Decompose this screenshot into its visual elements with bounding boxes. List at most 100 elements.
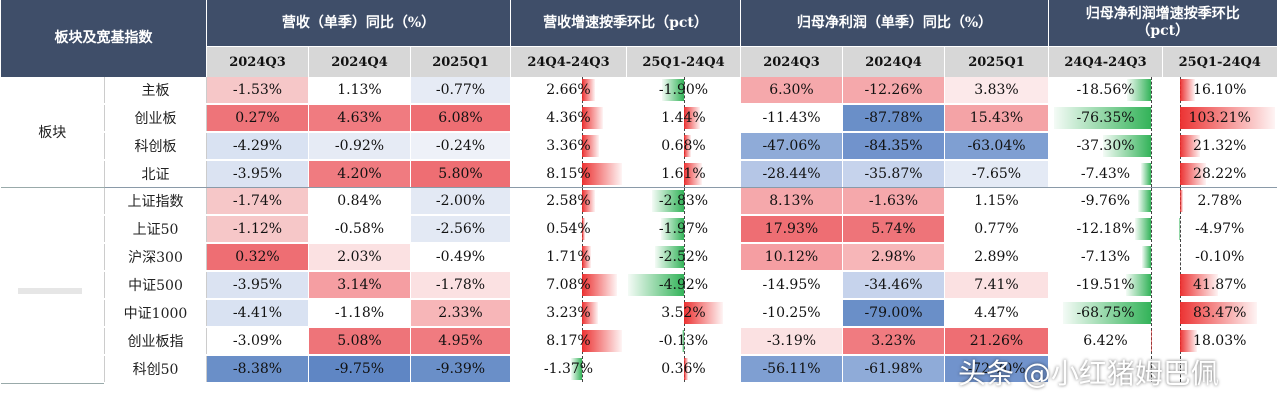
profit-yoy-cell: -10.25% [740, 299, 843, 328]
profit-yoy-cell: 0.77% [944, 215, 1049, 244]
period-header: 2024Q3 [740, 46, 843, 77]
revenue-yoy-cell: 0.27% [206, 104, 309, 133]
value-label: 0.54% [546, 221, 591, 237]
value-label: 8.15% [546, 166, 591, 182]
profit-yoy-cell: -61.98% [842, 355, 945, 384]
bar-cell: 0.54% [510, 215, 627, 244]
value-label: -1.97% [658, 221, 709, 237]
value-label: 2.78% [1197, 193, 1242, 209]
row-label: 创业板 [104, 104, 207, 133]
value-label: -4.97% [1195, 221, 1245, 237]
value-label: 4.36% [546, 110, 591, 126]
profit-yoy-cell: -12.26% [842, 77, 945, 105]
row-label: 上证50 [104, 215, 207, 244]
value-label: 21.32% [1193, 138, 1247, 154]
profit-yoy-cell: 17.93% [740, 215, 843, 244]
value-label: -7.43% [1080, 166, 1131, 182]
period-header: 2024Q4 [308, 46, 411, 77]
group-header-profit-qoq: 归母净利润增速按季环比（pct） [1048, 0, 1277, 47]
profit-yoy-cell: 10.12% [740, 243, 843, 272]
profit-yoy-cell: 5.74% [842, 215, 945, 244]
row-label: 沪深300 [104, 243, 207, 272]
revenue-yoy-cell: -4.29% [206, 132, 309, 161]
bar-cell: 3.36% [510, 132, 627, 161]
revenue-yoy-cell: -0.49% [410, 243, 511, 272]
profit-yoy-cell: 3.23% [842, 327, 945, 356]
table-body: 板块 主板 -1.53% 1.13% -0.77% 2.66% -1.90% 6.30% -12… [0, 77, 1277, 384]
value-label: -12.18% [1076, 221, 1135, 237]
bar-cell: -2.83% [626, 187, 741, 216]
revenue-yoy-cell: -3.95% [206, 160, 309, 188]
profit-yoy-cell: 7.41% [944, 271, 1049, 300]
negative-bar [1103, 135, 1151, 157]
group-label: 板块 [0, 77, 105, 188]
value-label: -37.30% [1076, 138, 1135, 154]
bar-cell: 41.87% [1162, 271, 1277, 300]
negative-bar [1053, 107, 1151, 129]
revenue-yoy-cell: -0.92% [308, 132, 411, 161]
positive-bar [683, 302, 724, 324]
positive-bar [582, 218, 585, 240]
row-label: 北证 [104, 160, 207, 188]
revenue-yoy-cell: -1.12% [206, 215, 309, 244]
table-row: 中证500 -3.95% 3.14% -1.78% 7.08% -4.92% -14.95%… [1, 271, 1277, 300]
diff-header: 25Q1-24Q4 [626, 46, 741, 77]
redacted-mark [18, 288, 82, 294]
period-header: 2025Q1 [944, 46, 1049, 77]
positive-bar [582, 274, 617, 296]
value-label: -9.76% [1080, 193, 1131, 209]
negative-bar [627, 274, 684, 296]
revenue-yoy-cell: -1.18% [308, 299, 411, 328]
bar-cell: 1.44% [626, 104, 741, 133]
bar-cell: -76.35% [1048, 104, 1163, 133]
profit-yoy-cell: -47.06% [740, 132, 843, 161]
value-label: 1.44% [661, 110, 706, 126]
value-label: 0.68% [661, 138, 706, 154]
bar-cell: 28.22% [1162, 160, 1277, 188]
profit-yoy-cell: -7.65% [944, 160, 1049, 188]
value-label: 2.66% [546, 82, 591, 98]
revenue-yoy-cell: -3.09% [206, 327, 309, 356]
earnings-table: 板块及宽基指数 营收（单季）同比（%） 营收增速按季环比（pct） 归母净利润（… [0, 0, 1277, 384]
profit-yoy-cell: -28.44% [740, 160, 843, 188]
positive-bar [683, 135, 692, 157]
zero-axis [683, 216, 685, 241]
bar-cell: 3.52% [626, 299, 741, 328]
bar-cell: 4.36% [510, 104, 627, 133]
negative-bar [1125, 274, 1151, 296]
negative-bar [1141, 163, 1151, 185]
profit-yoy-cell: 8.13% [740, 187, 843, 216]
period-header: 2024Q3 [206, 46, 309, 77]
revenue-yoy-cell: -0.58% [308, 215, 411, 244]
bar-cell: 6.42% [1048, 327, 1163, 356]
revenue-yoy-cell: -2.00% [410, 187, 511, 216]
value-label: -2.52% [658, 249, 709, 265]
bar-cell: -4.92% [626, 271, 741, 300]
positive-bar [1180, 302, 1257, 324]
table-row: 科创50 -8.38% -9.75% -9.39% -1.37% 0.36% -56.11%… [1, 355, 1277, 384]
profit-yoy-cell: -1.63% [842, 187, 945, 216]
bar-cell: -4.97% [1162, 215, 1277, 244]
row-label: 主板 [104, 77, 207, 105]
diff-header: 24Q4-24Q3 [1048, 46, 1163, 77]
bar-cell: 16.10% [1162, 77, 1277, 105]
bar-cell: -1.97% [626, 215, 741, 244]
bar-cell: -37.30% [1048, 132, 1163, 161]
negative-bar [1138, 190, 1151, 212]
profit-yoy-cell: -3.19% [740, 327, 843, 356]
watermark: 头条 @小红猪姆巴佩 [958, 357, 1219, 390]
zero-axis [683, 328, 685, 353]
bar-cell: -18.56% [1048, 77, 1163, 105]
value-label: -0.13% [658, 333, 709, 349]
profit-yoy-cell: -79.00% [842, 299, 945, 328]
row-label: 中证500 [104, 271, 207, 300]
bar-cell: 8.15% [510, 160, 627, 188]
negative-bar [1141, 246, 1151, 268]
corner-header: 板块及宽基指数 [0, 0, 207, 77]
bar-cell: -2.52% [626, 243, 741, 272]
bar-cell: 0.68% [626, 132, 741, 161]
table-row: 北证 -3.95% 4.20% 5.80% 8.15% 1.61% -28.44% -35.8… [1, 160, 1277, 188]
revenue-yoy-cell: -9.75% [308, 355, 411, 384]
bar-cell [1048, 355, 1163, 384]
